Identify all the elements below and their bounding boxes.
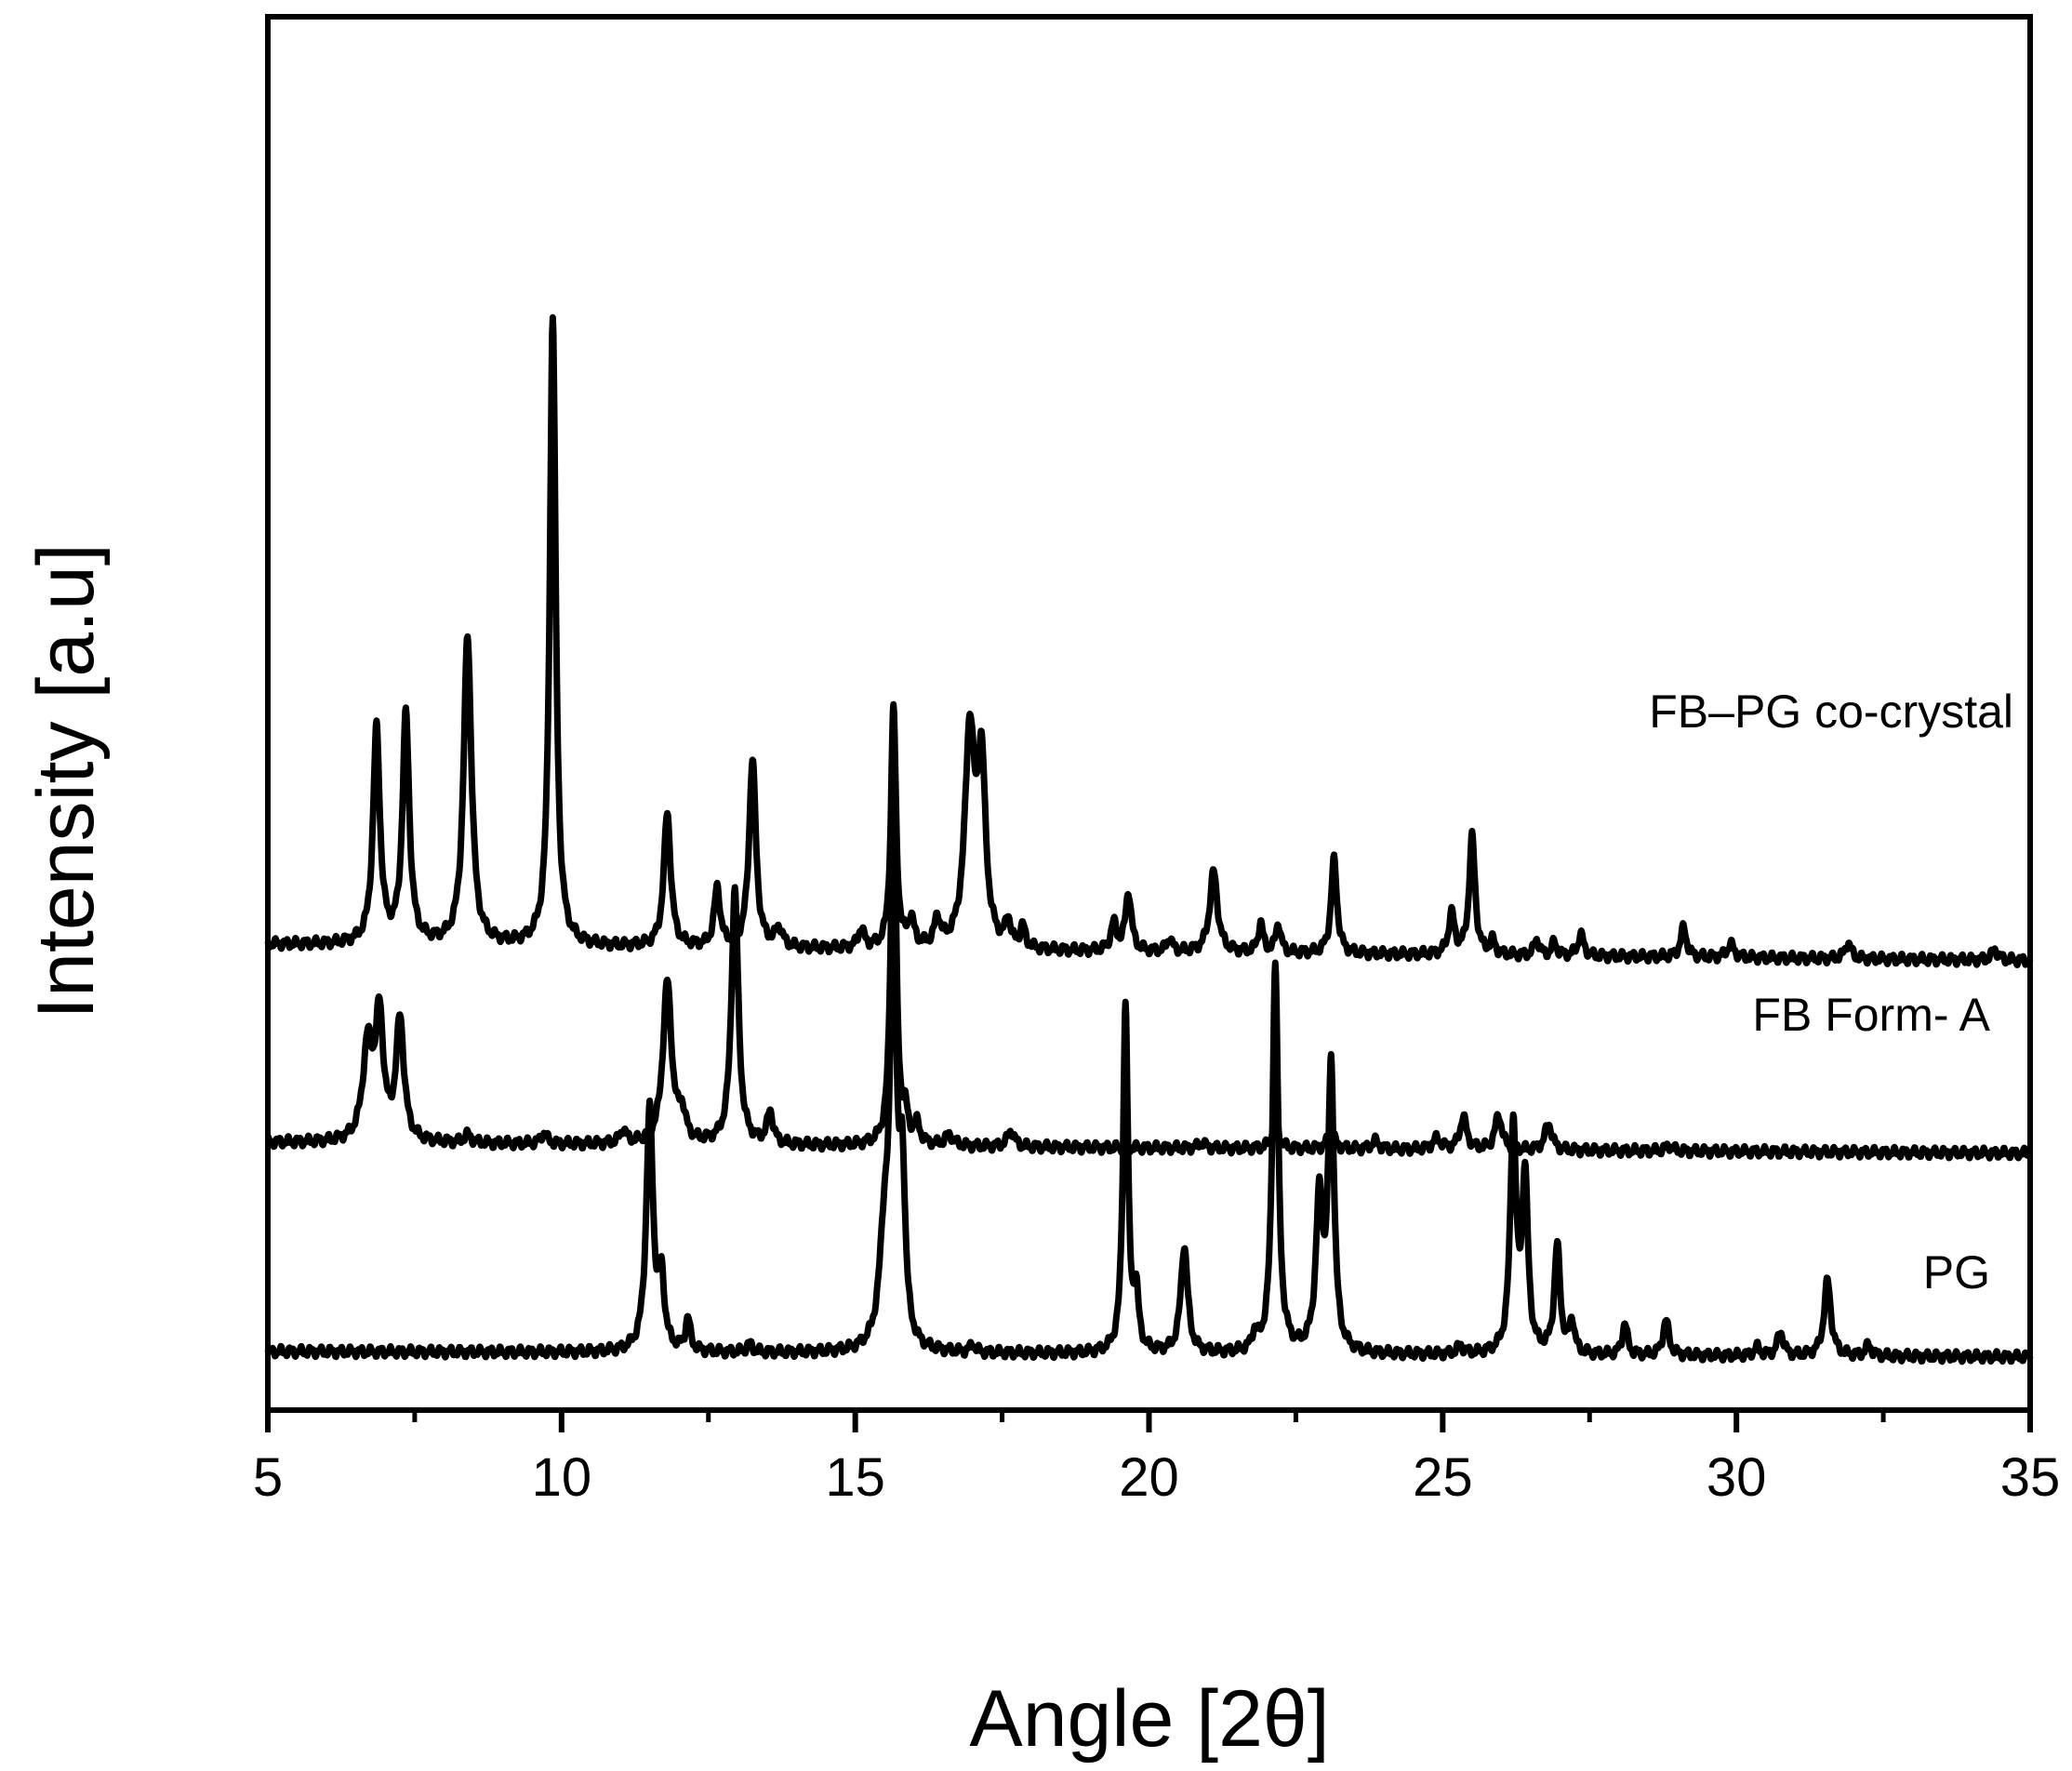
x-tick-label-15: 15: [825, 1447, 885, 1508]
series-line-pg: [264, 866, 2034, 1365]
x-axis-title: Angle [2θ]: [969, 1674, 1329, 1764]
series-line-fb-form-a: [265, 739, 2033, 1162]
series-label-pg: PG: [1923, 1246, 1990, 1298]
x-tick-label-20: 20: [1119, 1447, 1179, 1508]
x-ticks-layer: 5 10 15 20 25 30 35: [253, 1410, 2060, 1508]
x-tick-label-30: 30: [1707, 1447, 1767, 1508]
series-label-fb-pg-co-crystal: FB–PG co-crystal: [1649, 686, 2013, 738]
x-tick-label-10: 10: [532, 1447, 592, 1508]
series-label-fb-form-a: FB Form- A: [1752, 989, 1990, 1041]
x-tick-label-35: 35: [2000, 1447, 2061, 1508]
x-tick-label-5: 5: [253, 1447, 283, 1508]
y-axis-title: Intensity [a.u]: [21, 543, 111, 1019]
x-tick-label-25: 25: [1413, 1447, 1473, 1508]
traces-layer: [264, 313, 2034, 1365]
series-line-fb-pg-co-crystal: [264, 313, 2034, 968]
